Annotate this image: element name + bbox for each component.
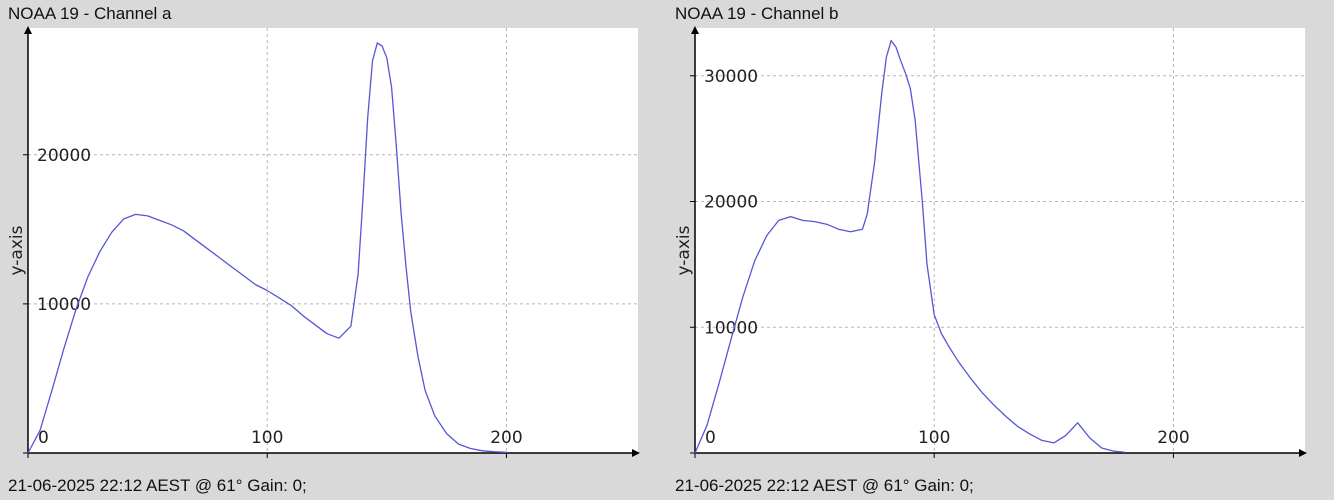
plot-area — [695, 28, 1305, 453]
series-line — [27, 42, 507, 454]
chart-svg: 0 100 200 10000 20000 y-axis — [7, 26, 640, 458]
y-tick-label: 20000 — [704, 193, 758, 213]
capture-info-footer: 21-06-2025 22:12 AEST @ 61° Gain: 0; — [675, 476, 974, 495]
y-axis-label: y-axis — [674, 225, 694, 275]
x-axis-arrow — [1299, 449, 1307, 457]
x-tick-label: 200 — [490, 428, 522, 448]
capture-info-footer: 21-06-2025 22:12 AEST @ 61° Gain: 0; — [8, 476, 307, 495]
chart-svg: 0 100 200 10000 20000 30000 y-axis — [674, 26, 1307, 458]
x-axis-arrow — [632, 449, 640, 457]
x-tick-label: 0 — [38, 428, 49, 448]
chart-panel-channel-b: NOAA 19 - Channel b 0 100 200 10000 20000 300… — [667, 0, 1334, 500]
x-tick-label: 100 — [918, 428, 950, 448]
plot-area — [28, 28, 638, 453]
x-tick-label: 0 — [705, 428, 716, 448]
y-tick-label: 30000 — [704, 67, 758, 87]
y-tick-label: 10000 — [704, 318, 758, 338]
y-tick-label: 20000 — [37, 146, 91, 166]
y-axis-arrow — [691, 26, 699, 34]
chart-title: NOAA 19 - Channel a — [8, 4, 172, 23]
x-tick-label: 100 — [251, 428, 283, 448]
y-tick-label: 10000 — [37, 295, 91, 315]
y-axis-arrow — [24, 26, 32, 34]
chart-panel-channel-a: NOAA 19 - Channel a 0 100 200 10000 20000 y-a… — [7, 4, 640, 495]
chart-title: NOAA 19 - Channel b — [675, 4, 839, 23]
y-axis-label: y-axis — [7, 225, 27, 275]
series-line — [694, 39, 1126, 454]
x-tick-label: 200 — [1157, 428, 1189, 448]
